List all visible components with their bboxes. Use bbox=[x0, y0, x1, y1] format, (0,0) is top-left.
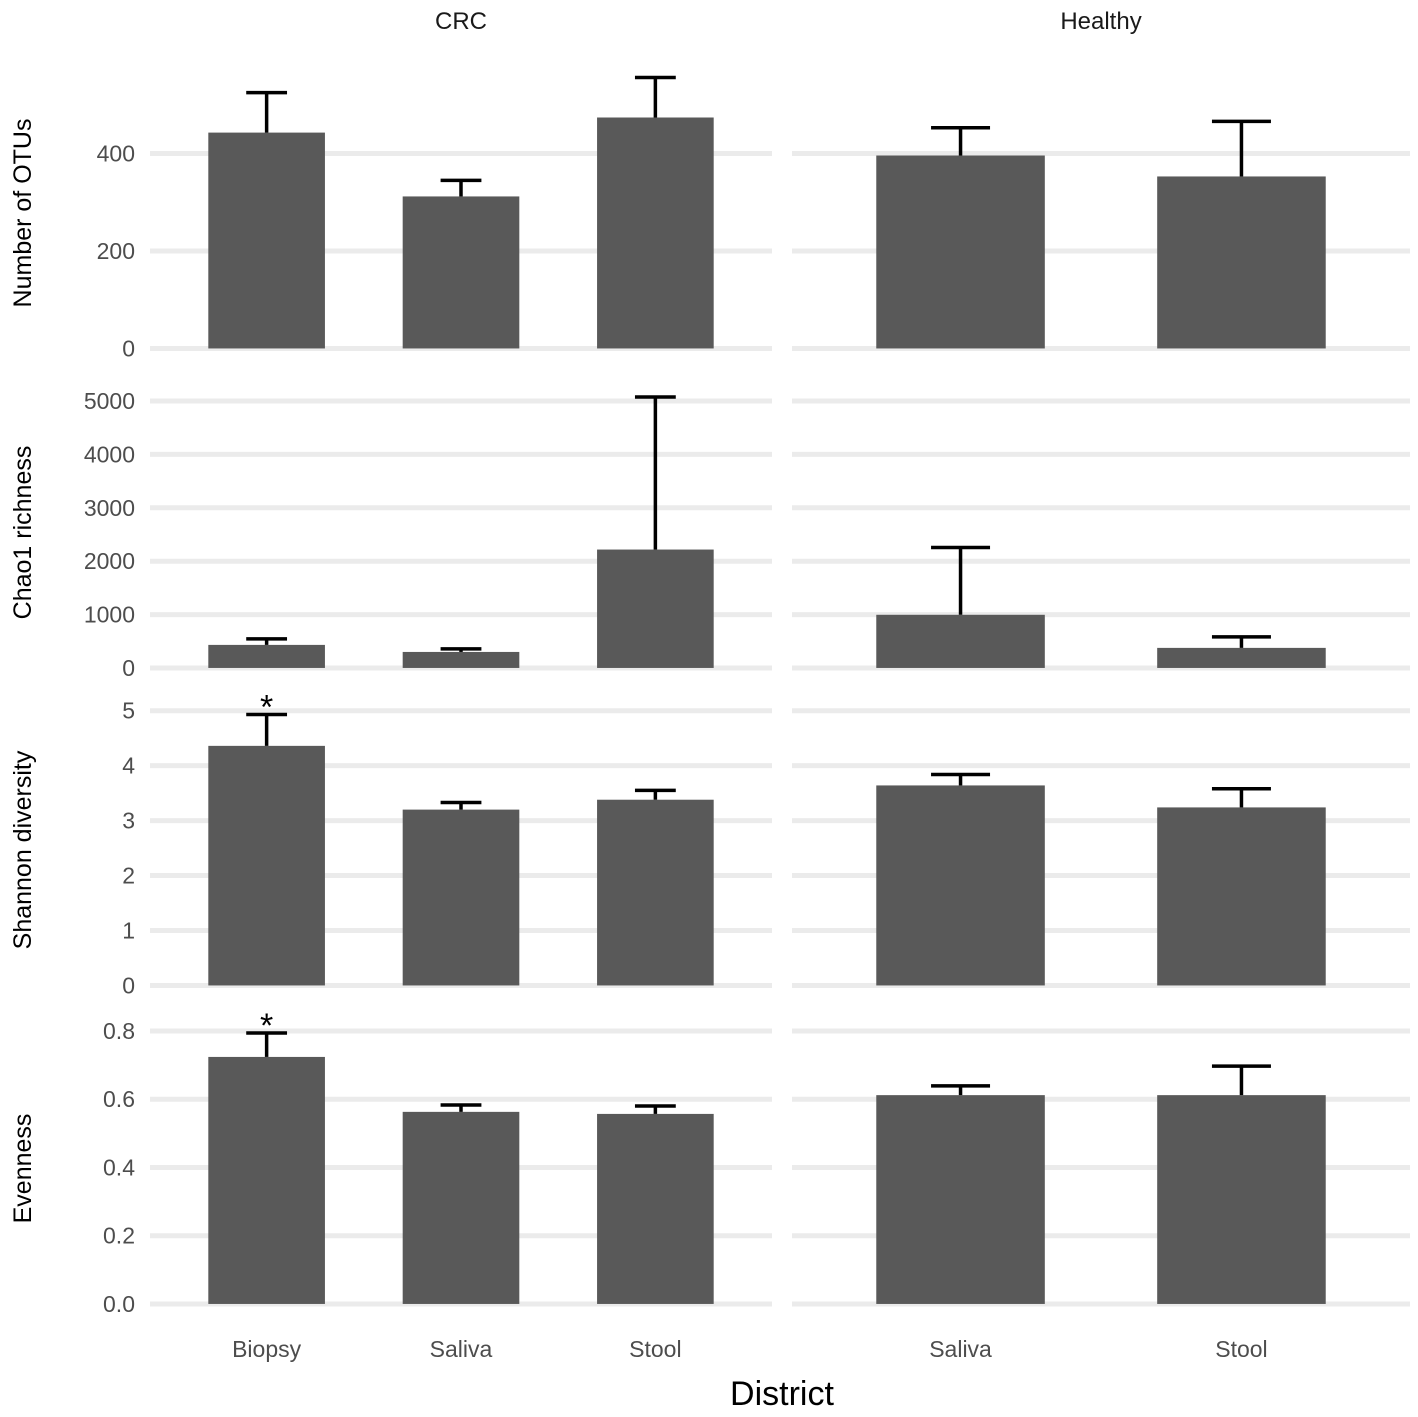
y-tick-label: 5 bbox=[122, 698, 135, 724]
y-tick-label: 0.0 bbox=[103, 1291, 135, 1317]
x-tick-label: Biopsy bbox=[232, 1336, 302, 1362]
bar-crc-stool bbox=[597, 117, 714, 349]
bar-crc-biopsy bbox=[208, 644, 325, 668]
y-axis-title: Number of OTUs bbox=[9, 119, 37, 308]
facet-strip-crc: CRC bbox=[435, 8, 487, 35]
bar-healthy-saliva bbox=[876, 1095, 1045, 1304]
y-tick-label: 0 bbox=[122, 972, 135, 998]
bar-crc-saliva bbox=[402, 1111, 520, 1304]
significance-asterisk: * bbox=[260, 689, 273, 727]
y-tick-label: 200 bbox=[97, 238, 135, 264]
bar-crc-saliva bbox=[402, 651, 520, 668]
y-tick-label: 0.6 bbox=[103, 1086, 135, 1112]
bar-crc-biopsy bbox=[208, 745, 325, 986]
x-axis-title: District bbox=[730, 1375, 834, 1413]
y-tick-label: 0.8 bbox=[103, 1018, 135, 1044]
y-tick-label: 1000 bbox=[84, 602, 135, 628]
bar-healthy-saliva bbox=[876, 785, 1045, 986]
y-tick-label: 2 bbox=[122, 863, 135, 889]
bar-healthy-saliva bbox=[876, 614, 1045, 668]
y-tick-label: 3 bbox=[122, 808, 135, 834]
bar-healthy-stool bbox=[1157, 647, 1326, 668]
significance-asterisk: * bbox=[260, 1007, 273, 1045]
x-tick-label: Stool bbox=[1215, 1336, 1267, 1362]
y-tick-label: 3000 bbox=[84, 495, 135, 521]
bar-healthy-stool bbox=[1157, 1095, 1326, 1304]
x-tick-label: Stool bbox=[629, 1336, 681, 1362]
bar-crc-biopsy bbox=[208, 132, 325, 349]
y-tick-label: 400 bbox=[97, 141, 135, 167]
x-tick-label: Saliva bbox=[929, 1336, 992, 1362]
bar-crc-saliva bbox=[402, 196, 520, 349]
x-tick-label: Saliva bbox=[430, 1336, 493, 1362]
bar-crc-biopsy bbox=[208, 1056, 325, 1304]
y-tick-label: 4 bbox=[122, 753, 135, 779]
y-axis-title: Shannon diversity bbox=[9, 750, 37, 949]
bar-crc-stool bbox=[597, 799, 714, 986]
bar-crc-saliva bbox=[402, 809, 520, 986]
y-axis-title: Chao1 richness bbox=[9, 446, 37, 620]
bar-healthy-stool bbox=[1157, 176, 1326, 349]
bar-healthy-saliva bbox=[876, 155, 1045, 349]
bar-crc-stool bbox=[597, 1113, 714, 1304]
y-tick-label: 0.2 bbox=[103, 1223, 135, 1249]
y-tick-label: 0.4 bbox=[103, 1154, 135, 1180]
facet-strip-healthy: Healthy bbox=[1060, 8, 1141, 35]
y-tick-label: 0 bbox=[122, 335, 135, 361]
bar-crc-stool bbox=[597, 549, 714, 668]
y-tick-label: 1 bbox=[122, 918, 135, 944]
y-tick-label: 2000 bbox=[84, 548, 135, 574]
y-tick-label: 4000 bbox=[84, 441, 135, 467]
y-axis-title: Evenness bbox=[9, 1114, 37, 1224]
y-tick-label: 5000 bbox=[84, 388, 135, 414]
y-tick-label: 0 bbox=[122, 655, 135, 681]
bar-healthy-stool bbox=[1157, 807, 1326, 986]
